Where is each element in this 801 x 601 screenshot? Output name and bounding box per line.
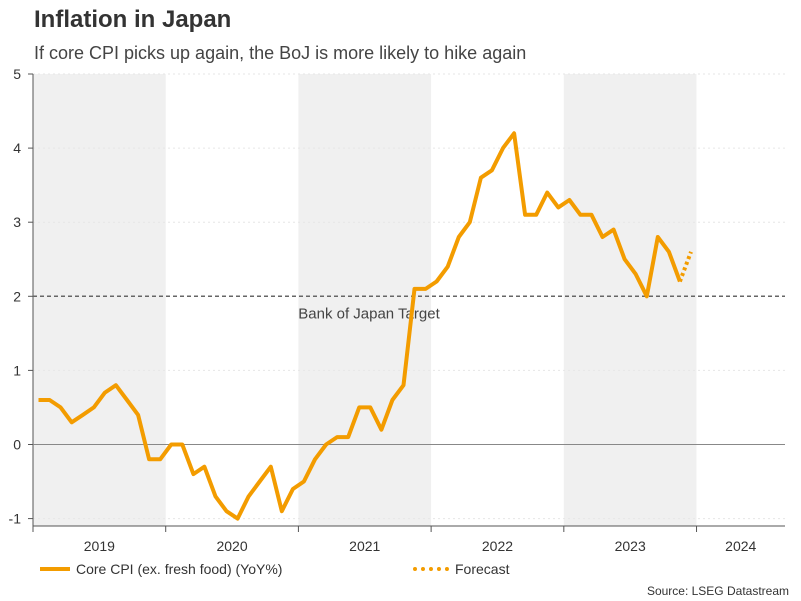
y-tick-label--1: -1: [9, 511, 22, 527]
year-band-2019: [33, 74, 166, 526]
year-band-2023: [563, 74, 697, 526]
y-tick-label-2: 2: [13, 288, 21, 304]
source-note: Source: LSEG Datastream: [646, 584, 789, 598]
legend-item-forecast: Forecast: [413, 561, 509, 577]
y-tick-label-1: 1: [13, 362, 21, 378]
series-line-forecast: [678, 251, 693, 283]
x-tick-label-2023: 2023: [615, 538, 646, 554]
x-tick-label-2024: 2024: [725, 538, 756, 554]
y-tick-label-3: 3: [13, 214, 21, 230]
y-tick-label-4: 4: [13, 140, 21, 156]
x-tick-label-2022: 2022: [482, 538, 513, 554]
x-tick-label-2019: 2019: [84, 538, 115, 554]
boj-target-label: Bank of Japan Target: [298, 305, 440, 322]
x-tick-label-2020: 2020: [216, 538, 247, 554]
legend-swatch-dotted: [413, 567, 449, 571]
legend-item-core-cpi: Core CPI (ex. fresh food) (YoY%): [40, 561, 282, 577]
y-tick-label-5: 5: [13, 66, 21, 82]
y-tick-label-0: 0: [13, 436, 21, 452]
legend-label-forecast: Forecast: [455, 561, 510, 577]
x-tick-label-2021: 2021: [349, 538, 380, 554]
chart-subtitle: If core CPI picks up again, the BoJ is m…: [34, 43, 527, 63]
legend-swatch-solid: [40, 567, 70, 571]
chart-title: Inflation in Japan: [34, 6, 232, 33]
series-line-core-cpi: [38, 131, 682, 521]
legend-label-core-cpi: Core CPI (ex. fresh food) (YoY%): [76, 561, 283, 577]
